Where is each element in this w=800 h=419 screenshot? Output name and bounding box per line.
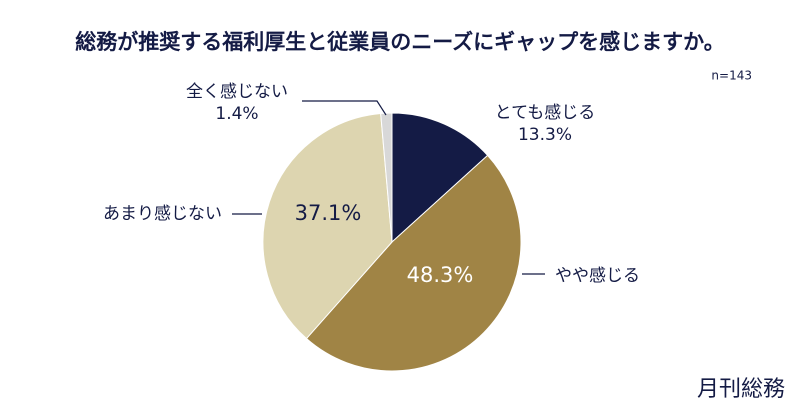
category-label: 全く感じない bbox=[186, 82, 288, 102]
value-label: 13.3% bbox=[518, 125, 572, 145]
pie-slice bbox=[380, 112, 393, 243]
value-label: 37.1% bbox=[295, 201, 362, 225]
pie-slice bbox=[391, 112, 489, 244]
brand: 月刊総務 bbox=[697, 377, 785, 402]
category-label: とても感じる bbox=[495, 103, 596, 123]
sample-size: n=143 bbox=[711, 69, 752, 83]
value-label: 48.3% bbox=[407, 263, 474, 287]
pie-slice bbox=[305, 154, 522, 372]
value-label: 1.4% bbox=[215, 104, 258, 124]
category-label: あまり感じない bbox=[103, 204, 222, 224]
leader-line bbox=[302, 100, 387, 116]
chart-title: 総務が推奨する福利厚生と従業員のニーズにギャップを感じますか。 bbox=[75, 30, 725, 54]
pie-slice bbox=[262, 112, 393, 340]
category-label: やや感じる bbox=[555, 266, 640, 286]
